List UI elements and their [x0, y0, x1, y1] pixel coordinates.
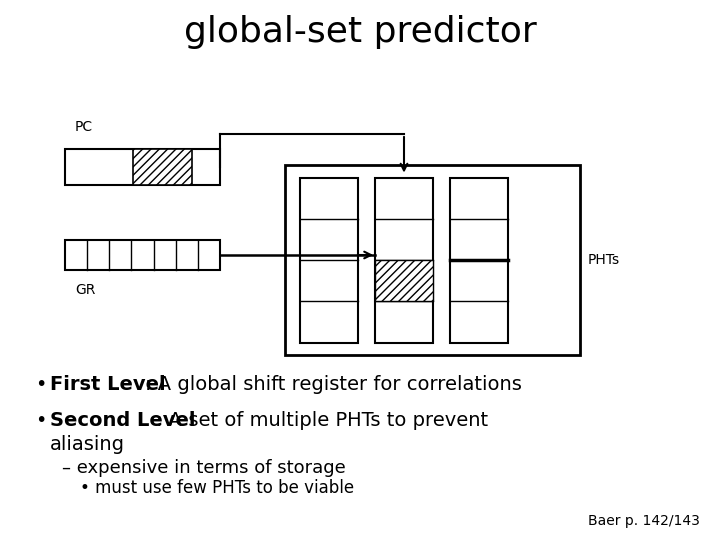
- Text: Second Level: Second Level: [50, 410, 196, 429]
- Text: • must use few PHTs to be viable: • must use few PHTs to be viable: [80, 479, 354, 497]
- Text: PC: PC: [75, 120, 93, 134]
- Text: GR: GR: [75, 283, 95, 297]
- Bar: [65, 240, 220, 270]
- Bar: [375, 178, 433, 342]
- Text: PHTs: PHTs: [588, 253, 620, 267]
- Bar: [285, 165, 580, 355]
- Text: – expensive in terms of storage: – expensive in terms of storage: [62, 459, 346, 477]
- Bar: [300, 178, 358, 342]
- Bar: [450, 178, 508, 342]
- Text: •: •: [35, 410, 46, 429]
- Text: : A global shift register for correlations: : A global shift register for correlatio…: [145, 375, 522, 395]
- Text: Baer p. 142/143: Baer p. 142/143: [588, 514, 700, 528]
- Text: : A set of multiple PHTs to prevent: : A set of multiple PHTs to prevent: [156, 410, 488, 429]
- Text: First Level: First Level: [50, 375, 166, 395]
- Text: aliasing: aliasing: [50, 435, 125, 455]
- Bar: [375, 260, 433, 301]
- Bar: [65, 149, 220, 185]
- Text: global-set predictor: global-set predictor: [184, 15, 536, 49]
- Bar: [133, 149, 192, 185]
- Text: •: •: [35, 375, 46, 395]
